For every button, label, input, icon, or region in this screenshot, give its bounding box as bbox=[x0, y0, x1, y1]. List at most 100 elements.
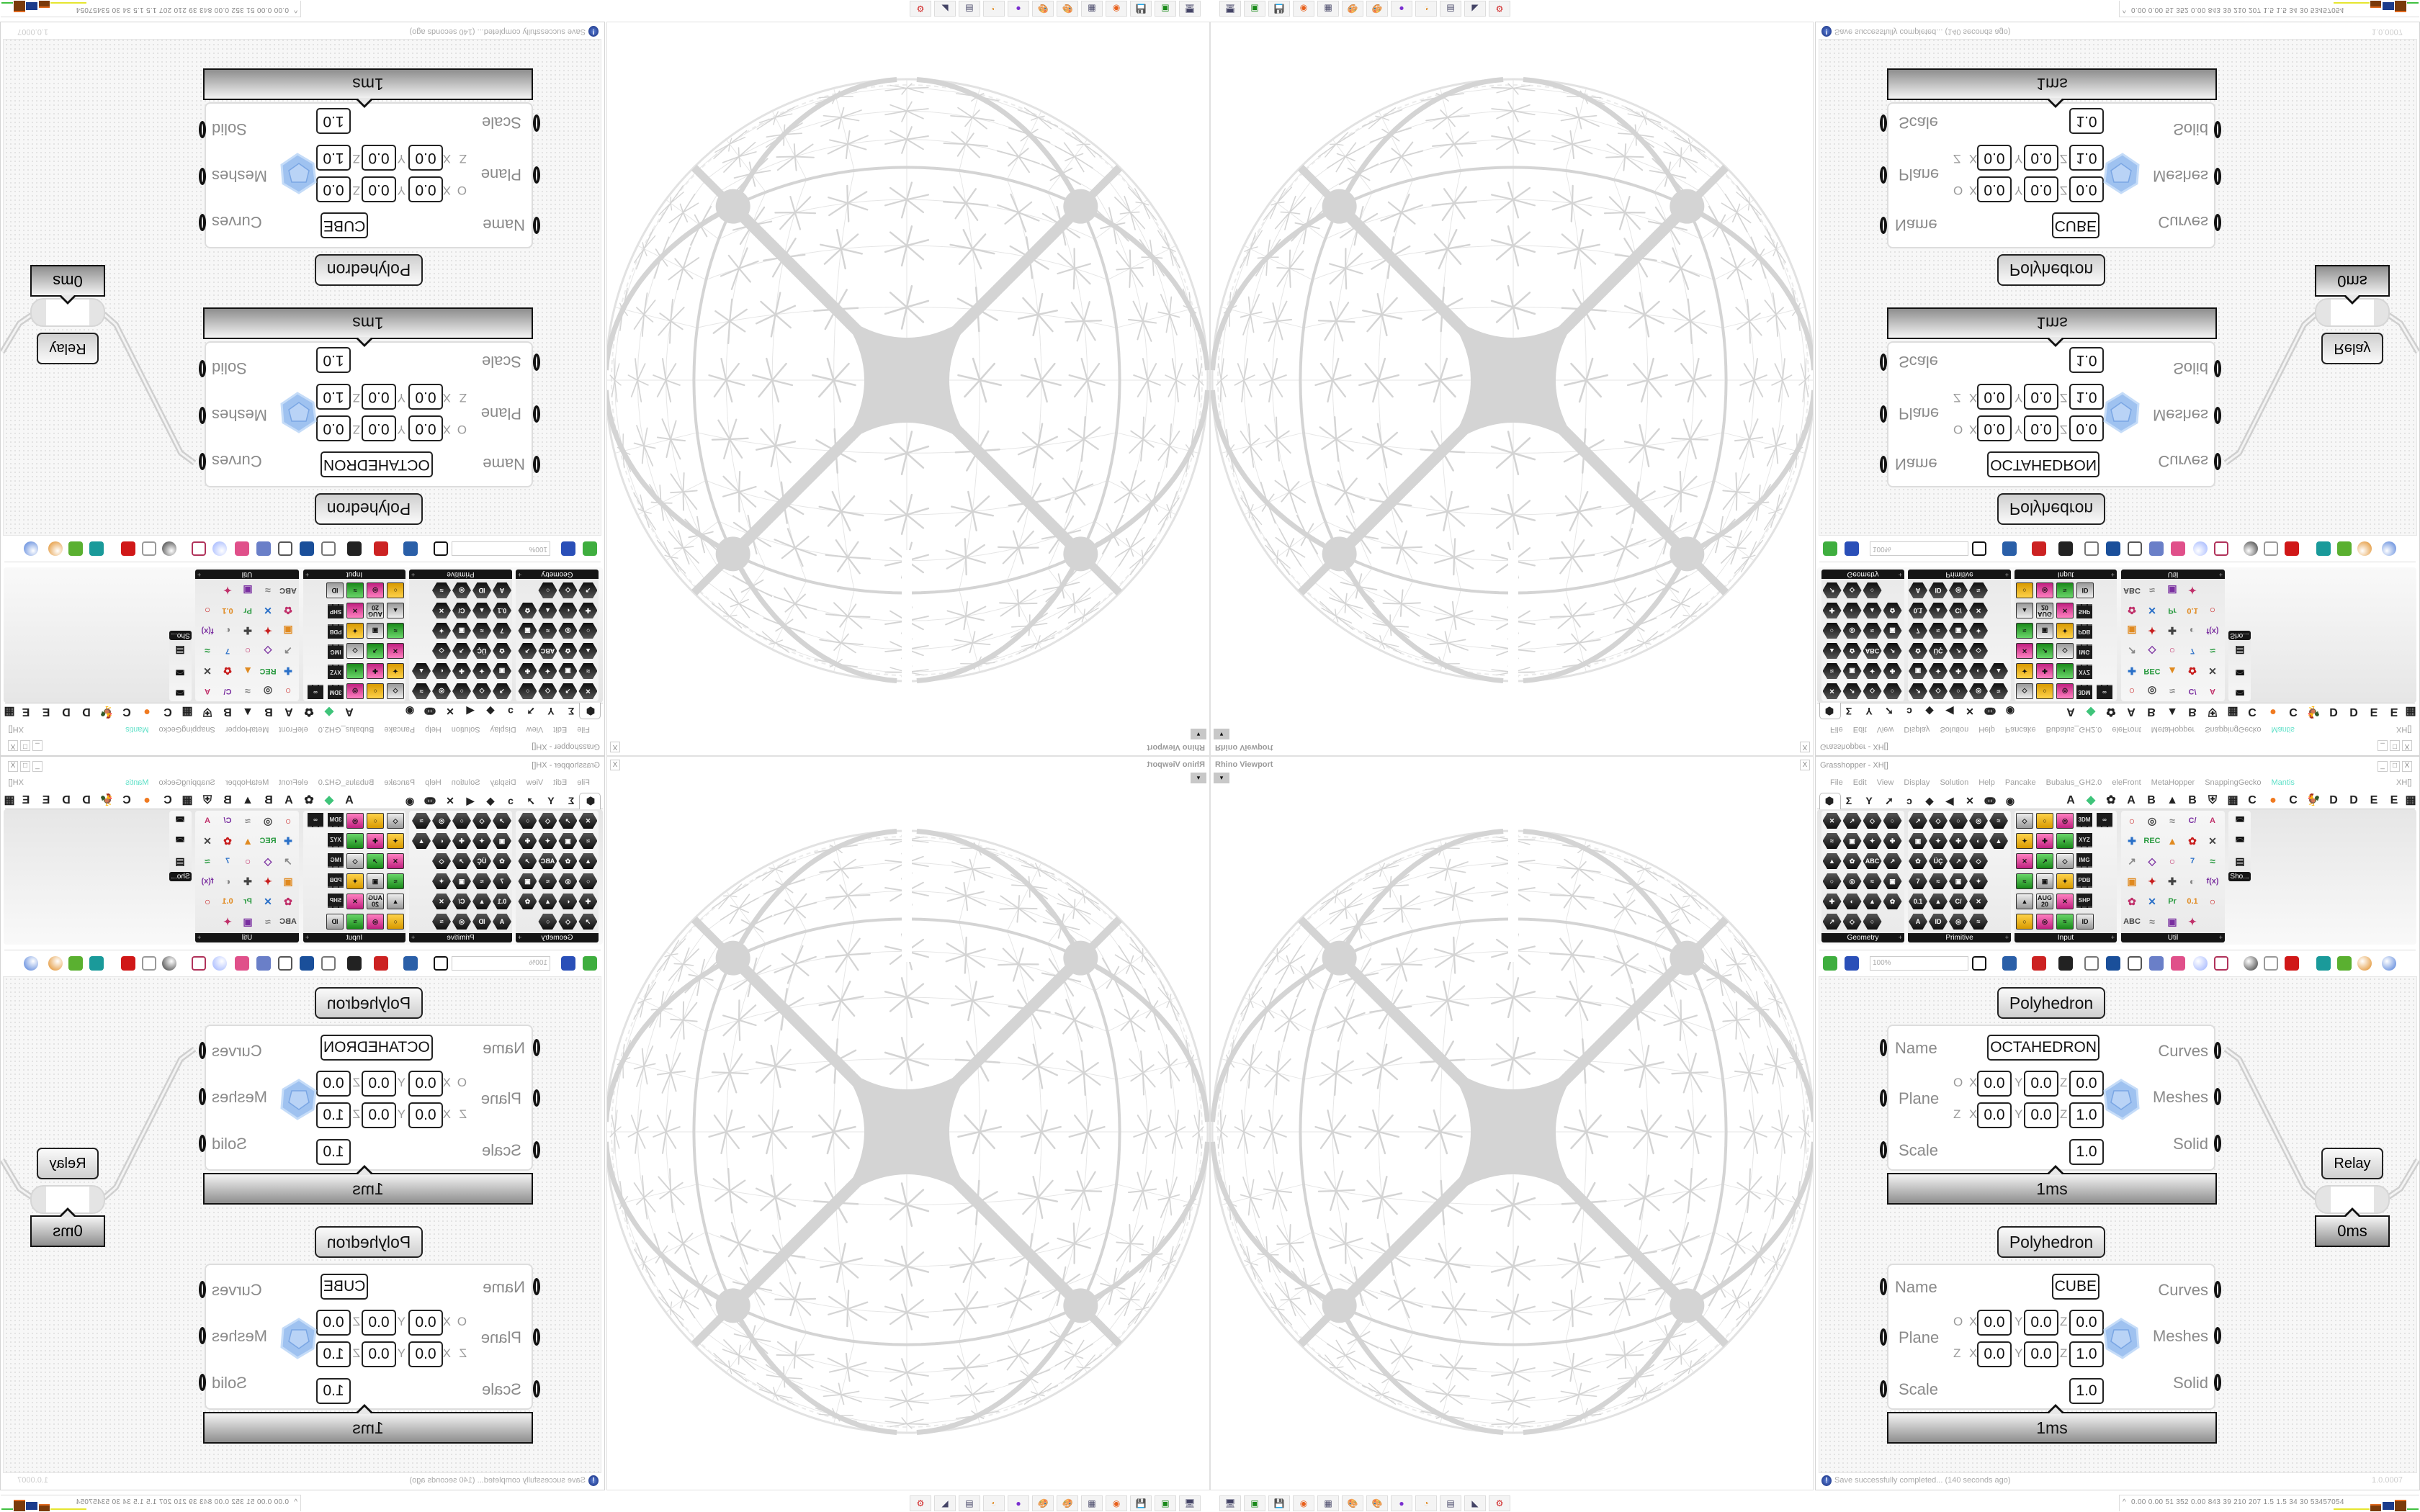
taskbar-document-icon[interactable]: ▤ bbox=[1440, 1495, 1461, 1511]
map-icon[interactable]: ▲ bbox=[1863, 894, 1882, 909]
taskbar-rhino-icon[interactable]: ◣ bbox=[934, 1, 956, 17]
origin-z-field[interactable]: 0.0 bbox=[2069, 415, 2104, 441]
input-port-name[interactable] bbox=[533, 1278, 540, 1295]
z_axis-z-field[interactable]: 1.0 bbox=[316, 145, 351, 171]
maximize-button[interactable]: □ bbox=[2390, 761, 2400, 772]
number-icon[interactable]: 0.1 bbox=[2187, 896, 2198, 906]
ramp-icon[interactable]: ✦ bbox=[1929, 833, 1948, 849]
component-title[interactable]: Polyhedron bbox=[1997, 254, 2105, 286]
output-port-curves[interactable] bbox=[2214, 214, 2221, 231]
angle-icon[interactable]: ◎ bbox=[1969, 813, 1988, 829]
search-s-icon[interactable] bbox=[2149, 956, 2164, 971]
polyhedron-component[interactable]: Name Plane Scale Curves Meshes Solid CUBE O X 0.0… bbox=[199, 102, 540, 248]
origin-z-field[interactable]: 0.0 bbox=[2069, 176, 2104, 202]
egg-icon[interactable]: ✚ bbox=[2168, 876, 2177, 887]
taskbar-purple-chat-icon[interactable]: ● bbox=[1008, 1495, 1029, 1511]
tab-7-icon[interactable]: ✕ bbox=[1966, 795, 1974, 806]
input-port-scale[interactable] bbox=[533, 114, 540, 132]
capsule-icon[interactable]: ≈ bbox=[1863, 873, 1882, 889]
blue-ball-icon[interactable] bbox=[2382, 956, 2396, 971]
component-title[interactable]: Polyhedron bbox=[1997, 493, 2105, 525]
z_axis-y-field[interactable]: 0.0 bbox=[362, 384, 396, 410]
flask-icon[interactable]: ≈ bbox=[2210, 855, 2215, 867]
tab-plugin-13[interactable]: D bbox=[2329, 794, 2338, 806]
origin-x-field[interactable]: 0.0 bbox=[1977, 1071, 2012, 1097]
ring-icon[interactable]: ✿ bbox=[2128, 896, 2136, 907]
taskbar-floppy-64-icon[interactable]: 💾 bbox=[1268, 1495, 1290, 1511]
input-port-plane[interactable] bbox=[1880, 1089, 1887, 1107]
origin-y-field[interactable]: 0.0 bbox=[362, 1071, 396, 1097]
component-title[interactable]: Polyhedron bbox=[315, 493, 423, 525]
viewport-render[interactable] bbox=[607, 22, 1209, 755]
tab-plugin-11[interactable]: C bbox=[2289, 794, 2298, 806]
minimize-button[interactable]: _ bbox=[2378, 761, 2388, 772]
input-port-plane[interactable] bbox=[1880, 166, 1887, 184]
z_axis-x-field[interactable]: 0.0 bbox=[1977, 1341, 2012, 1367]
z_axis-x-field[interactable]: 0.0 bbox=[1977, 145, 2012, 171]
chain-icon[interactable] bbox=[2264, 956, 2278, 971]
taskbar-paint-icon[interactable]: 🎨 bbox=[1032, 1, 1054, 17]
origin-x-field[interactable]: 0.0 bbox=[408, 176, 443, 202]
output-port-meshes[interactable] bbox=[199, 407, 206, 424]
origin-y-field[interactable]: 0.0 bbox=[2024, 1310, 2058, 1336]
spiral-icon[interactable]: ○ bbox=[1883, 813, 1902, 829]
output-port-curves[interactable] bbox=[199, 1281, 206, 1298]
output-port-meshes[interactable] bbox=[199, 168, 206, 185]
tab-plugin-10[interactable]: ● bbox=[2269, 794, 2277, 806]
play-icon[interactable]: ✚ bbox=[2128, 835, 2136, 847]
gradient-icon[interactable]: ↗ bbox=[2036, 853, 2053, 869]
taskbar-red-gear-icon[interactable]: ⚙ bbox=[910, 1495, 931, 1511]
teal-shape-icon[interactable] bbox=[2316, 956, 2331, 971]
black-box-icon[interactable]: ○ bbox=[2036, 813, 2053, 829]
z_axis-z-field[interactable]: 1.0 bbox=[316, 1102, 351, 1128]
zoom-level-dropdown[interactable]: 100% bbox=[1870, 956, 1968, 971]
bug-icon[interactable]: ◇ bbox=[1929, 813, 1948, 829]
color-bars-icon[interactable]: ≈ bbox=[2056, 914, 2074, 930]
graph-mapper-icon[interactable]: ✦ bbox=[2056, 873, 2074, 889]
t-shape-icon[interactable]: ◐ bbox=[2056, 833, 2074, 849]
expand-icon[interactable]: + bbox=[2004, 934, 2009, 941]
close-button[interactable]: X bbox=[2402, 761, 2412, 772]
viewport-dropdown-button[interactable]: ▾ bbox=[1191, 773, 1206, 783]
text-icon[interactable]: ABC bbox=[1863, 853, 1882, 869]
z_axis-y-field[interactable]: 0.0 bbox=[2024, 1341, 2058, 1367]
z_axis-x-field[interactable]: 0.0 bbox=[408, 384, 443, 410]
tab-plugin-9[interactable]: C bbox=[2248, 794, 2257, 806]
chip-icon[interactable]: PDB bbox=[2076, 873, 2092, 888]
cylinder-icon[interactable] bbox=[2058, 956, 2073, 971]
lightning-icon[interactable]: ▲ bbox=[2016, 894, 2033, 909]
input-port-name[interactable] bbox=[533, 456, 540, 473]
taskbar-calculator-icon[interactable]: ▦ bbox=[1081, 1, 1103, 17]
output-port-solid[interactable] bbox=[2214, 360, 2221, 377]
output-port-meshes[interactable] bbox=[2214, 1327, 2221, 1344]
diamond-icon[interactable]: ✿ bbox=[1842, 853, 1862, 869]
taskbar-calculator-icon[interactable]: ▦ bbox=[1317, 1, 1339, 17]
name-value-field[interactable]: OCTAHEDRON bbox=[321, 1035, 433, 1061]
output-port-meshes[interactable] bbox=[2214, 168, 2221, 185]
text-icon[interactable]: A bbox=[2210, 816, 2215, 825]
output-port-curves[interactable] bbox=[199, 1042, 206, 1059]
z_axis-x-field[interactable]: 0.0 bbox=[1977, 1102, 2012, 1128]
viewport-close-button[interactable]: X bbox=[610, 760, 620, 770]
grid-icon[interactable]: ○ bbox=[1949, 813, 1968, 829]
rings-icon[interactable]: ↗ bbox=[1822, 914, 1842, 930]
clock-icon[interactable]: ◎ bbox=[2036, 914, 2053, 930]
origin-y-field[interactable]: 0.0 bbox=[2024, 176, 2058, 202]
menu-help[interactable]: Help bbox=[1978, 778, 1995, 787]
palette-icon[interactable]: ○ bbox=[2209, 896, 2216, 907]
ribbon-group-label[interactable]: Primitive + bbox=[1908, 933, 2011, 942]
output-port-curves[interactable] bbox=[2214, 1042, 2221, 1059]
taskbar-document-icon[interactable]: ▤ bbox=[1440, 1, 1461, 17]
name-value-field[interactable]: CUBE bbox=[2051, 212, 2099, 238]
box-side-icon[interactable]: ✦ bbox=[1863, 833, 1882, 849]
preview-eye-icon[interactable] bbox=[2002, 956, 2017, 971]
output-port-curves[interactable] bbox=[199, 453, 206, 470]
taskbar-document-icon[interactable]: ▤ bbox=[959, 1495, 980, 1511]
number-icon[interactable]: 0.1 bbox=[1909, 894, 1927, 909]
taskbar-terminal-icon[interactable]: ▣ bbox=[1244, 1, 1265, 17]
target-icon[interactable]: ✕ bbox=[2056, 894, 2074, 909]
output-port-solid[interactable] bbox=[2214, 1374, 2221, 1391]
tag-icon[interactable]: ID bbox=[2076, 914, 2094, 930]
tab-0-icon[interactable]: ⬢ bbox=[1824, 795, 1834, 806]
name-value-field[interactable]: OCTAHEDRON bbox=[1987, 451, 2099, 477]
